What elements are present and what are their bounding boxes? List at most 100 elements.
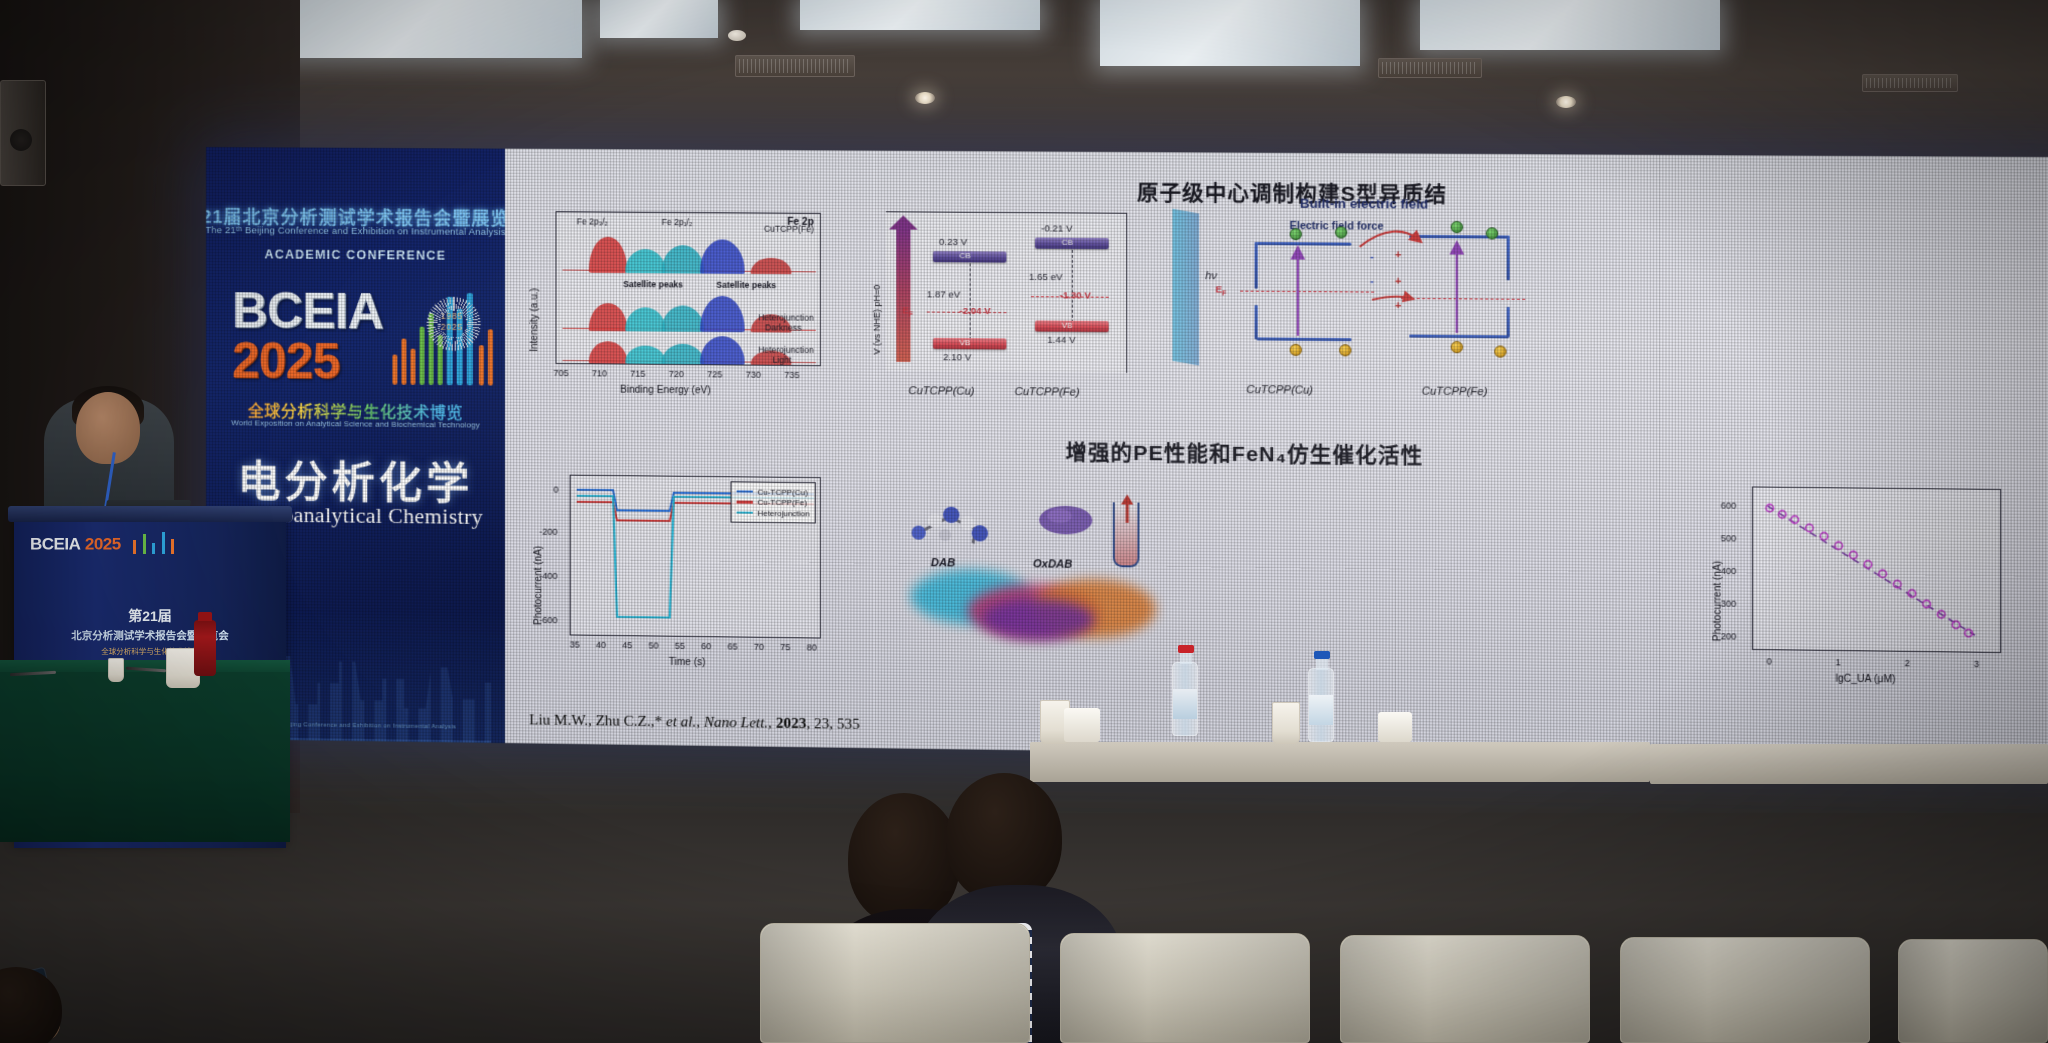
photocurrent-x-tick: 70 (753, 641, 765, 652)
xps-y-axis-label: Intensity (a.u.) (529, 288, 541, 352)
xps-peak-label-2: Fe 2p₁/₂ (661, 216, 693, 228)
xps-trace-label-1: CuTCPP(Fe) (763, 223, 814, 235)
legend-item: Heterojunction (736, 508, 810, 518)
positive-charge-sign: + (1394, 249, 1402, 262)
photocurrent-y-tick: -600 (539, 614, 558, 626)
xps-x-tick: 710 (591, 368, 608, 379)
left-vb-band-bend (1254, 304, 1258, 340)
xps-chart: Intensity (a.u.) Fe 2p Fe 2p₃/₂ Fe 2p₁/₂… (523, 201, 827, 415)
audience-head (848, 793, 960, 925)
right-vb-band-bend (1506, 306, 1510, 338)
ceiling-air-vent (1378, 58, 1482, 78)
ceiling-light-panel (1100, 0, 1360, 66)
xps-x-tick: 730 (745, 369, 761, 380)
photocurrent-x-tick: 65 (727, 641, 738, 652)
left-cb-band-curve (1256, 242, 1352, 246)
podium-logo-wordmark: BCEIA (30, 534, 81, 554)
fermi-level-dashed (1240, 290, 1375, 293)
electron-carrier (1334, 226, 1348, 239)
ua-calibration-chart: Photocurrent (nA) (1702, 478, 2016, 699)
calibration-plot-frame (1751, 486, 2002, 654)
photocurrent-x-axis-label: Time (s) (668, 656, 706, 669)
right-gap-line (1071, 249, 1073, 323)
legend-swatch (736, 511, 754, 514)
right-fermi-value: -1.30 V (1059, 290, 1091, 302)
left-gap-line (969, 263, 971, 341)
left-fermi-label: EF (902, 305, 914, 319)
calibration-y-tick: 500 (1720, 533, 1737, 544)
negative-charge-sign: - (1370, 250, 1374, 264)
electron-carrier (1289, 228, 1302, 241)
photocurrent-y-tick: 0 (553, 484, 559, 495)
banner-academic-label: ACADEMIC CONFERENCE (264, 247, 447, 263)
citation-authors: Liu M.W., Zhu C.Z., (529, 712, 655, 731)
oxdab-label: OxDAB (1032, 558, 1073, 571)
calibration-x-tick: 3 (1973, 658, 1980, 670)
left-vb-band-curve (1256, 337, 1352, 342)
photocurrent-plot-frame: Cu-TCPP(Cu) Cu-TCPP(Fe) Heterojunction (569, 474, 821, 639)
photocurrent-x-tick: 55 (674, 640, 685, 651)
band-left-material: CuTCPP(Cu) (908, 385, 975, 398)
left-cb-label: CB (959, 251, 971, 261)
photocurrent-x-tick: 40 (595, 639, 606, 650)
xps-trace-3: Heterojunction Light (562, 331, 816, 365)
ceiling-light-panel (282, 0, 582, 58)
head-table-skirt (0, 672, 290, 842)
xps-x-tick: 725 (707, 369, 723, 380)
citation-etal: et al., (662, 714, 701, 731)
banner-expo-title-en: World Exposition on Analytical Science a… (231, 418, 480, 430)
photocurrent-x-tick: 35 (569, 639, 580, 650)
citation-year: 2023 (771, 715, 807, 733)
water-bottle (1172, 645, 1198, 736)
builtin-left-material: CuTCPP(Cu) (1246, 383, 1314, 397)
citation-star: * (654, 713, 663, 731)
citation-volume-page: , 23, 535 (806, 716, 860, 733)
wall-speaker (0, 80, 46, 186)
chair (1060, 933, 1310, 1043)
potential-axis-arrow (896, 228, 911, 362)
photocurrent-x-tick: 50 (648, 640, 659, 651)
chair (1898, 939, 2048, 1043)
calibration-scatter (1753, 487, 2002, 654)
podium-bars-graphic (133, 532, 174, 559)
xps-x-tick: 705 (553, 367, 569, 379)
xps-x-axis-label: Binding Energy (eV) (620, 384, 711, 397)
positive-charge-sign: + (1394, 275, 1402, 288)
oxdab-molecule-model (1039, 505, 1093, 535)
left-vb-value: 2.10 V (943, 352, 972, 364)
dab-label: DAB (930, 557, 956, 570)
electron-carrier (1450, 220, 1464, 234)
xps-peak-label-1: Fe 2p₃/₂ (576, 216, 608, 227)
podium-top-edge (8, 506, 292, 522)
left-cb-value: 0.23 V (939, 236, 968, 249)
xps-satellite-label-2: Satellite peaks (716, 279, 777, 291)
band-plot-frame: 0.23 V CB 1.87 eV EF -2.04 V VB 2.10 V -… (886, 211, 1128, 373)
paper-cup (108, 658, 124, 682)
podium-line1: 第21届 (128, 608, 172, 624)
xps-trace-label-2a: Heterojunction (758, 312, 814, 323)
ceiling-downlight (915, 92, 935, 104)
bceia-ring-graphic (426, 296, 481, 352)
left-gap-value: 1.87 eV (926, 289, 961, 301)
slide-section-title-2: 增强的PE性能和FeN₄仿生催化活性 (1065, 441, 1424, 468)
cup-lid (1064, 708, 1100, 742)
ceiling-light-panel (600, 0, 718, 38)
ceiling-downlight (1556, 96, 1576, 108)
calibration-y-tick: 400 (1720, 565, 1737, 577)
back-table (1650, 744, 2048, 784)
legend-label: Heterojunction (757, 508, 810, 518)
xps-trace-label-3a: Heterojunction (758, 344, 814, 356)
chair (1620, 937, 1870, 1043)
photocurrent-y-axis-label: Photocurrent (nA) (533, 545, 545, 626)
right-band-bend (1506, 235, 1510, 281)
builtin-field-diagram: Built-in electric field Electric field f… (1166, 185, 1600, 422)
paper-cup (1272, 702, 1300, 744)
banner-conference-title-en: The 21ᵗʰ Beijing Conference and Exhibiti… (206, 224, 506, 239)
chair (760, 923, 1030, 1043)
calibration-x-tick: 1 (1835, 657, 1841, 668)
calibration-y-tick: 300 (1720, 598, 1737, 609)
hole-carrier (1339, 344, 1352, 357)
photocurrent-legend: Cu-TCPP(Cu) Cu-TCPP(Fe) Heterojunction (730, 481, 816, 524)
right-cb-value: -0.21 V (1041, 223, 1073, 235)
photocurrent-y-tick: -200 (539, 526, 558, 537)
